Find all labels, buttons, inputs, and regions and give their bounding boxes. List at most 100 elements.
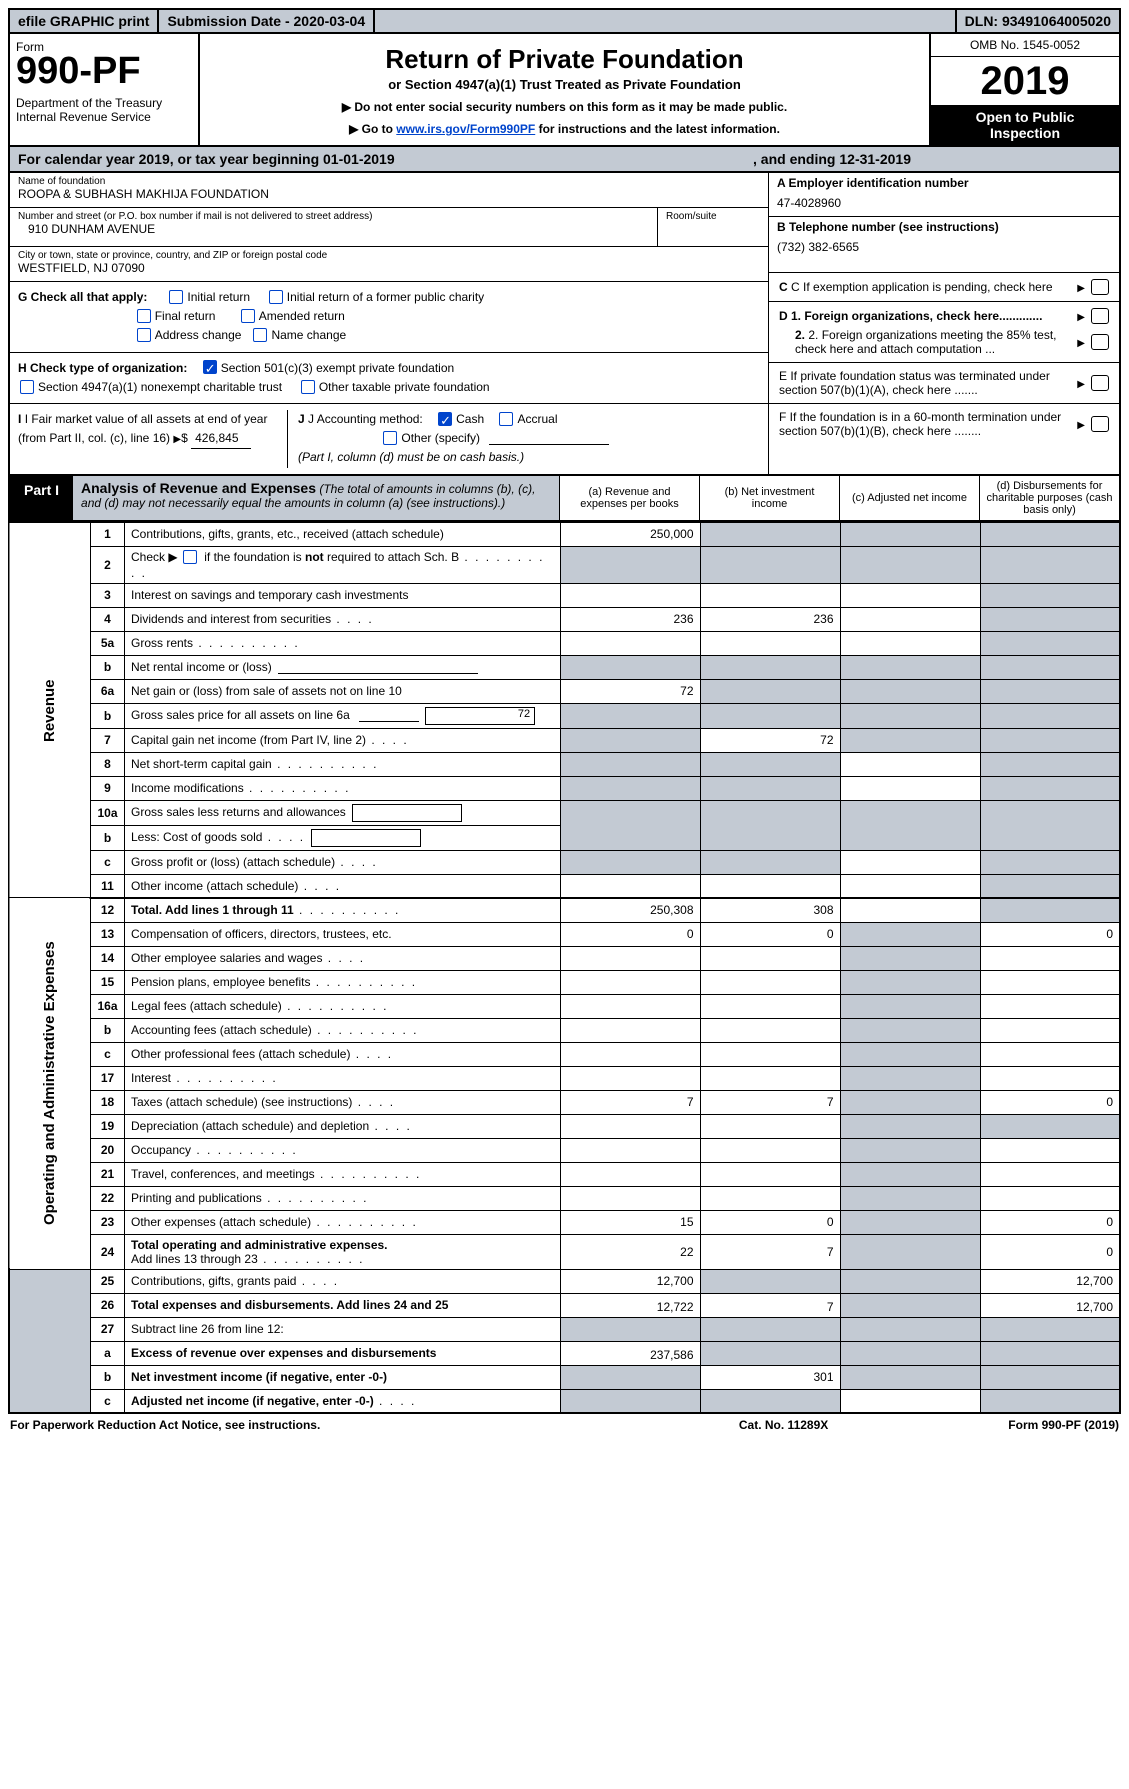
amt-d (980, 1162, 1120, 1186)
line-desc: Taxes (attach schedule) (see instruction… (125, 1090, 561, 1114)
city-cell: City or town, state or province, country… (10, 247, 768, 282)
d2-checkbox[interactable] (1091, 334, 1109, 350)
j-other-checkbox[interactable] (383, 431, 397, 445)
f-checkbox[interactable] (1091, 416, 1109, 432)
line-num: 18 (91, 1090, 125, 1114)
table-row: 15 Pension plans, employee benefits (9, 970, 1120, 994)
g-former-checkbox[interactable] (269, 290, 283, 304)
amt-a: 237,586 (560, 1341, 700, 1365)
table-row: 9 Income modifications (9, 776, 1120, 800)
c-label: C If exemption application is pending, c… (791, 280, 1053, 294)
l25d: Contributions, gifts, grants paid (131, 1274, 296, 1288)
line-num: 1 (91, 522, 125, 546)
line-desc: Gross profit or (loss) (attach schedule) (125, 850, 561, 874)
line-desc: Total operating and administrative expen… (125, 1234, 561, 1269)
g-initial-checkbox[interactable] (169, 290, 183, 304)
amt-d: 0 (980, 1210, 1120, 1234)
dots (272, 757, 379, 771)
g-final-checkbox[interactable] (137, 309, 151, 323)
open1: Open to Public (976, 109, 1075, 125)
table-row: 4 Dividends and interest from securities… (9, 607, 1120, 631)
d1-checkbox[interactable] (1091, 308, 1109, 324)
g-amended-checkbox[interactable] (241, 309, 255, 323)
side-revenue: Revenue (9, 522, 91, 898)
submission-date-value: 2020-03-04 (294, 13, 366, 29)
l10cd: Gross profit or (loss) (attach schedule) (131, 855, 335, 869)
amt-d (980, 522, 1120, 546)
dots (294, 903, 401, 917)
line-num: 8 (91, 752, 125, 776)
amt-d: 12,700 (980, 1293, 1120, 1317)
amt-c (840, 1066, 980, 1090)
g-row: G Check all that apply: Initial return I… (10, 282, 768, 353)
table-row: 20 Occupancy (9, 1138, 1120, 1162)
amt-c (840, 1138, 980, 1162)
e-checkbox[interactable] (1091, 375, 1109, 391)
amt-d (980, 546, 1120, 583)
amt-c (840, 1365, 980, 1389)
instr2-post: for instructions and the latest informat… (535, 122, 780, 136)
part1-title: Analysis of Revenue and Expenses (81, 480, 316, 496)
l16ad: Legal fees (attach schedule) (131, 999, 282, 1013)
amt-a (560, 850, 700, 874)
j-accrual-checkbox[interactable] (499, 412, 513, 426)
line-num: b (91, 703, 125, 728)
table-row: 10a Gross sales less returns and allowan… (9, 800, 1120, 825)
year-begin: For calendar year 2019, or tax year begi… (18, 151, 395, 167)
l24d2: Add lines 13 through 23 (131, 1252, 258, 1266)
l26d: Total expenses and disbursements. Add li… (131, 1298, 448, 1312)
amt-b (700, 850, 840, 874)
h-501c3: Section 501(c)(3) exempt private foundat… (221, 361, 454, 375)
l18d: Taxes (attach schedule) (see instruction… (131, 1095, 352, 1109)
table-row: 23 Other expenses (attach schedule) 1500 (9, 1210, 1120, 1234)
efile-label[interactable]: efile GRAPHIC print (10, 10, 157, 32)
l15d: Pension plans, employee benefits (131, 975, 310, 989)
table-row: c Gross profit or (loss) (attach schedul… (9, 850, 1120, 874)
dots (366, 733, 409, 747)
table-row: 17 Interest (9, 1066, 1120, 1090)
line-num: 10a (91, 800, 125, 825)
title-mid: Return of Private Foundation or Section … (200, 34, 929, 145)
dots (262, 830, 305, 844)
ij-row: I I Fair market value of all assets at e… (10, 404, 768, 474)
line-desc: Pension plans, employee benefits (125, 970, 561, 994)
line-desc: Contributions, gifts, grants, etc., rece… (125, 522, 561, 546)
amt-b (700, 631, 840, 655)
amt-d: 0 (980, 1234, 1120, 1269)
j-cash-checkbox[interactable] (438, 412, 452, 426)
city-value: WESTFIELD, NJ 07090 (18, 261, 760, 275)
table-row: 3 Interest on savings and temporary cash… (9, 583, 1120, 607)
amt-d (980, 776, 1120, 800)
c-checkbox[interactable] (1091, 279, 1109, 295)
table-row: 11 Other income (attach schedule) (9, 874, 1120, 898)
g-address-checkbox[interactable] (137, 328, 151, 342)
amt-a (560, 994, 700, 1018)
h-other-checkbox[interactable] (301, 380, 315, 394)
phone-value: (732) 382-6565 (777, 240, 1111, 254)
g-name-checkbox[interactable] (253, 328, 267, 342)
table-row: 5a Gross rents (9, 631, 1120, 655)
table-row: 8 Net short-term capital gain (9, 752, 1120, 776)
line-desc: Other income (attach schedule) (125, 874, 561, 898)
amt-d: 12,700 (980, 1269, 1120, 1293)
amt-d (980, 607, 1120, 631)
line-desc: Other professional fees (attach schedule… (125, 1042, 561, 1066)
h-label: H Check type of organization: (18, 361, 187, 375)
dots (312, 1023, 419, 1037)
table-row: 2 Check ▶ if the foundation is not requi… (9, 546, 1120, 583)
amt-d (980, 752, 1120, 776)
dots (322, 951, 365, 965)
schb-checkbox[interactable] (183, 550, 197, 564)
h-501c3-checkbox[interactable] (203, 360, 217, 374)
amt-a: 7 (560, 1090, 700, 1114)
dots (296, 1274, 339, 1288)
line-desc: Net investment income (if negative, ente… (125, 1365, 561, 1389)
line-desc: Less: Cost of goods sold (125, 825, 561, 850)
amt-c (840, 728, 980, 752)
h-4947-checkbox[interactable] (20, 380, 34, 394)
c-cell: C C If exemption application is pending,… (769, 273, 1119, 302)
line-num: 4 (91, 607, 125, 631)
l8d: Net short-term capital gain (131, 757, 272, 771)
irs-link[interactable]: www.irs.gov/Form990PF (396, 122, 535, 136)
amt-d (980, 1317, 1120, 1341)
